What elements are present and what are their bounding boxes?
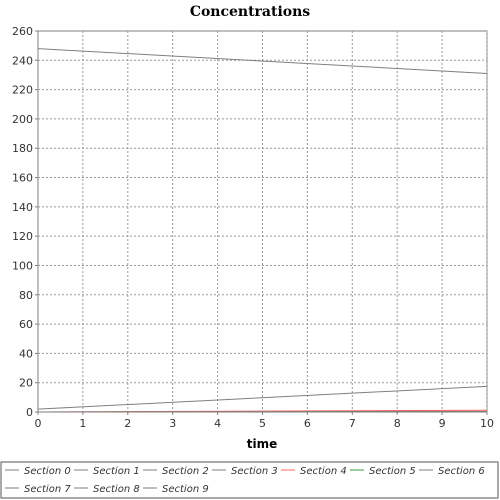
legend-label-section-1: Section 1 bbox=[93, 466, 140, 477]
y-tick-label-40: 40 bbox=[19, 347, 33, 360]
y-tick-label-160: 160 bbox=[12, 172, 33, 185]
legend-label-section-6: Section 6 bbox=[438, 466, 485, 477]
y-tick-label-180: 180 bbox=[12, 142, 33, 155]
y-tick-label-100: 100 bbox=[12, 259, 33, 272]
legend-label-section-4: Section 4 bbox=[300, 466, 347, 477]
x-tick-label-7: 7 bbox=[349, 417, 356, 430]
legend-label-section-2: Section 2 bbox=[162, 466, 209, 477]
legend-label-section-7: Section 7 bbox=[24, 484, 71, 495]
y-tick-label-220: 220 bbox=[12, 84, 33, 97]
y-tick-label-80: 80 bbox=[19, 289, 33, 302]
legend-label-section-8: Section 8 bbox=[93, 484, 140, 495]
x-tick-label-8: 8 bbox=[394, 417, 401, 430]
x-axis-ticks: 0 1 2 3 4 5 6 7 8 9 10 bbox=[35, 412, 494, 430]
x-tick-label-5: 5 bbox=[259, 417, 266, 430]
y-tick-label-200: 200 bbox=[12, 113, 33, 126]
y-tick-label-140: 140 bbox=[12, 201, 33, 214]
x-tick-label-4: 4 bbox=[214, 417, 221, 430]
x-tick-label-10: 10 bbox=[480, 417, 494, 430]
x-axis-label: time bbox=[247, 437, 278, 451]
y-tick-label-0: 0 bbox=[26, 406, 33, 419]
grid bbox=[38, 31, 488, 412]
chart-title: Concentrations bbox=[190, 4, 310, 20]
y-axis-ticks: 0 20 40 60 80 100 120 140 160 180 200 220 240 260 bbox=[12, 25, 38, 419]
y-tick-label-20: 20 bbox=[19, 377, 33, 390]
x-tick-label-0: 0 bbox=[35, 417, 42, 430]
series-line-section-1 bbox=[37, 385, 488, 410]
x-tick-label-2: 2 bbox=[124, 417, 131, 430]
series-line-section-0 bbox=[37, 48, 488, 74]
x-tick-label-6: 6 bbox=[304, 417, 311, 430]
legend-items: Section 0 Section 1 Section 2 Section 3 Sect… bbox=[5, 466, 485, 495]
legend-label-section-3: Section 3 bbox=[231, 466, 278, 477]
y-tick-label-260: 260 bbox=[12, 25, 33, 38]
y-tick-label-60: 60 bbox=[19, 318, 33, 331]
x-tick-label-3: 3 bbox=[169, 417, 176, 430]
x-tick-label-1: 1 bbox=[79, 417, 86, 430]
legend-label-section-0: Section 0 bbox=[24, 466, 71, 477]
y-tick-label-240: 240 bbox=[12, 54, 33, 67]
y-tick-label-120: 120 bbox=[12, 230, 33, 243]
legend-label-section-5: Section 5 bbox=[369, 466, 416, 477]
x-tick-label-9: 9 bbox=[439, 417, 446, 430]
series-lines bbox=[37, 48, 488, 413]
legend-label-section-9: Section 9 bbox=[162, 484, 209, 495]
legend bbox=[0, 461, 499, 499]
